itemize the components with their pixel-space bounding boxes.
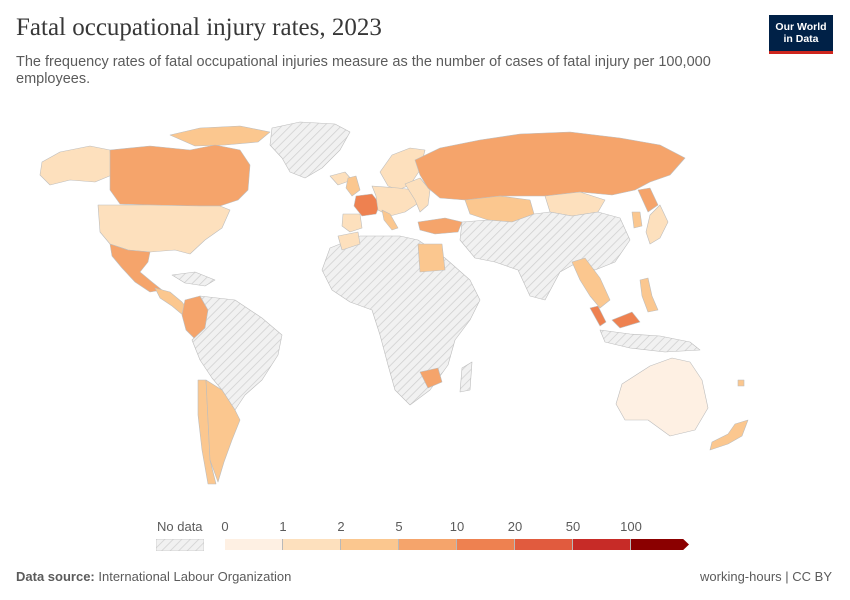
korea-region[interactable]: [631, 211, 643, 229]
mexico-region[interactable]: [109, 243, 163, 293]
myanmar-thailand-region[interactable]: [571, 257, 611, 309]
no-data-swatch: [156, 539, 204, 551]
data-source-value[interactable]: International Labour Organization: [98, 569, 292, 584]
legend-tick-label: 20: [507, 519, 523, 534]
caribbean-region[interactable]: [171, 271, 216, 287]
owid-logo[interactable]: Our World in Data: [769, 15, 833, 54]
new-zealand-region[interactable]: [709, 419, 749, 451]
australia-region[interactable]: [615, 357, 709, 437]
argentina-region[interactable]: [205, 379, 241, 483]
far-east-region[interactable]: [637, 187, 659, 213]
asia-no-data-region[interactable]: [459, 211, 631, 301]
footer-meta[interactable]: working-hours | CC BY: [700, 569, 832, 584]
legend-bin[interactable]: [631, 539, 689, 550]
legend-tick-label: 10: [449, 519, 465, 534]
arctic-islands-region[interactable]: [169, 125, 271, 147]
legend-bin[interactable]: [399, 539, 457, 550]
eastern-europe-region[interactable]: [404, 177, 431, 213]
legend-bin[interactable]: [573, 539, 631, 550]
russia-region[interactable]: [414, 131, 686, 201]
spain-region[interactable]: [341, 213, 363, 233]
turkey-region[interactable]: [417, 217, 463, 235]
legend-bin[interactable]: [457, 539, 515, 550]
pacific-islet-region[interactable]: [737, 379, 745, 387]
greenland-region[interactable]: [269, 121, 351, 179]
logo-line-1: Our World: [775, 21, 827, 33]
alaska-region[interactable]: [39, 145, 113, 186]
japan-region[interactable]: [645, 204, 669, 245]
egypt-region[interactable]: [417, 243, 446, 273]
legend-bin[interactable]: [341, 539, 399, 550]
legend-bin[interactable]: [283, 539, 341, 550]
chart-title: Fatal occupational injury rates, 2023: [16, 14, 382, 41]
legend-tick-label: 5: [395, 519, 403, 534]
indonesia-region[interactable]: [599, 329, 701, 353]
central-europe-region[interactable]: [371, 185, 421, 217]
legend-tick-label: 100: [620, 519, 642, 534]
legend-bin[interactable]: [225, 539, 283, 550]
legend-tick-label: 2: [337, 519, 345, 534]
malaysia-region[interactable]: [589, 305, 641, 329]
logo-line-2: in Data: [783, 33, 819, 45]
africa-region[interactable]: [321, 235, 481, 406]
france-region[interactable]: [353, 193, 381, 217]
legend-tick-label: 50: [565, 519, 581, 534]
world-map: [39, 121, 749, 485]
data-source-label: Data source:: [16, 569, 95, 584]
chart-subtitle: The frequency rates of fatal occupationa…: [16, 54, 711, 87]
morocco-region[interactable]: [337, 231, 361, 251]
madagascar-region[interactable]: [459, 361, 473, 393]
legend-tick-label: 0: [221, 519, 229, 534]
zimbabwe-region[interactable]: [419, 367, 443, 389]
united-kingdom-region[interactable]: [345, 175, 361, 197]
color-legend: No data 0 1 2 5 10 20 50 100: [0, 515, 850, 555]
canada-region[interactable]: [109, 144, 251, 207]
italy-region[interactable]: [381, 209, 399, 231]
legend-bin[interactable]: [515, 539, 573, 550]
no-data-label: No data: [157, 519, 203, 534]
legend-tick-label: 1: [279, 519, 287, 534]
data-source: Data source: International Labour Organi…: [16, 569, 291, 584]
philippines-region[interactable]: [639, 277, 659, 313]
